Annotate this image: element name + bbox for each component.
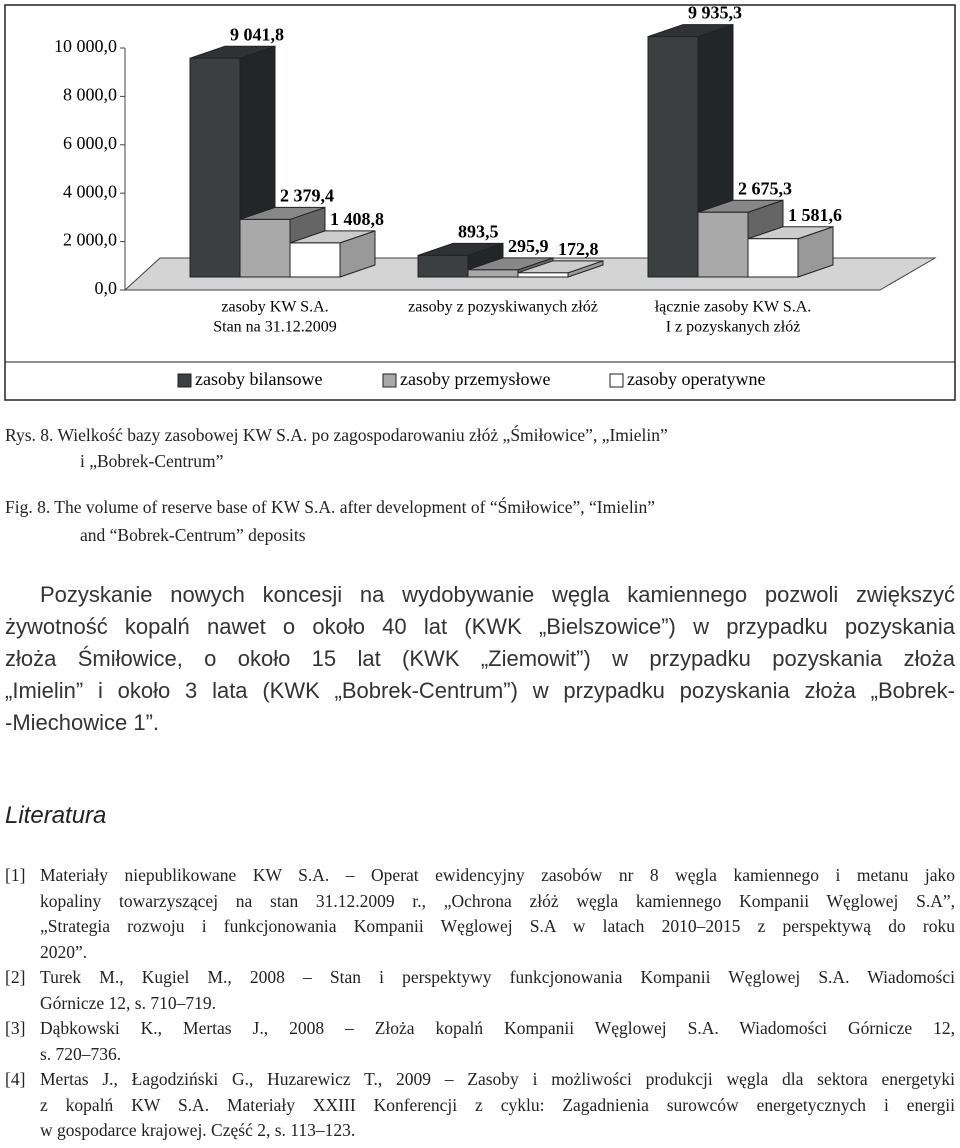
bar [289,230,376,278]
reference-line: Górnicze 12, s. 710–719. [40,992,216,1013]
legend-swatch [177,373,192,388]
legend-swatch [382,373,397,388]
x-tick-label: łącznie zasoby KW S.A. [655,299,812,316]
paragraph-line: „Imielin” i około 3 lata (KWK „Bobrek-Ce… [5,678,955,703]
caption-en: and “Bobrek-Centrum” deposits [80,525,306,545]
reference-line: Turek M., Kugiel M., 2008 – Stan i persp… [40,967,955,987]
reference-line: Dąbkowski K., Mertas J., 2008 – Złoża ko… [40,1018,955,1038]
bar-front [747,238,799,278]
reference-number: [3] [5,1018,26,1038]
value-label: 9 041,8 [230,24,284,44]
caption-en: Fig. 8. The volume of reserve base of KW… [5,497,656,517]
caption-pl: i „Bobrek-Centrum” [80,451,224,471]
paragraph-line: żywotność kopalń nawet o około 40 lat (K… [5,614,955,639]
bar [747,226,834,278]
x-tick-label: Stan na 31.12.2009 [213,319,337,336]
chart-frame [4,4,956,401]
bar-front [697,211,749,278]
reference-line: kopaliny towarzyszącej na stan 31.12.200… [40,890,955,911]
y-tick-label: 0,0 [95,278,118,298]
reference-line: 2020”. [40,941,88,962]
reference-number: [1] [5,865,26,885]
bar-front [467,269,519,278]
bar-front [517,272,569,278]
value-label: 9 935,3 [688,3,742,23]
section-title: Literatura [5,802,107,829]
bar-front [417,254,469,278]
chart: 0,0 2 000,0 4 000,0 6 000,0 8 000,0 10 000,0 9… [4,3,956,401]
value-label: 172,8 [558,239,599,259]
x-tick-label: I z pozyskanych złóż [666,319,801,336]
bar-front [239,218,291,278]
value-label: 893,5 [458,222,499,242]
reference-line: Materiały niepublikowane KW S.A. – Opera… [40,865,955,885]
y-tick-label: 8 000,0 [63,85,117,105]
bar [517,260,604,278]
y-tick-label: 4 000,0 [63,181,117,201]
y-tick-label: 10 000,0 [54,36,117,56]
x-tick-label: zasoby z pozyskiwanych złóż [408,299,598,316]
y-tick-label: 6 000,0 [63,133,117,153]
y-tick-label: 2 000,0 [63,230,117,250]
value-label: 2 379,4 [280,186,334,206]
reference-line: Mertas J., Łagodziński G., Huzarewicz T.… [40,1069,955,1089]
value-label: 1 408,8 [330,209,384,229]
legend-swatch [609,373,624,388]
value-label: 2 675,3 [738,178,792,198]
paragraph-line: -Miechowice 1”. [5,710,160,735]
value-label: 295,9 [508,236,549,256]
x-tick-label: zasoby KW S.A. [221,299,328,316]
paragraph-line: złoża Śmiłowice, o około 15 lat (KWK „Zi… [5,646,955,671]
paragraph-line: Pozyskanie nowych koncesji na wydobywani… [40,582,955,607]
reference-number: [4] [5,1069,26,1089]
bar-front [647,36,699,278]
legend-label: zasoby bilansowe [195,369,322,389]
legend-label: zasoby przemysłowe [400,369,550,389]
legend-label: zasoby operatywne [627,369,765,389]
bar-front [289,242,341,278]
reference-line: z kopalń KW S.A. Materiały XXIII Konfere… [40,1094,955,1115]
reference-line: s. 720–736. [40,1043,122,1064]
reference-line: „Strategia rozwoju i funkcjonowania Komp… [40,916,955,936]
reference-number: [2] [5,967,26,987]
caption-pl: Rys. 8. Wielkość bazy zasobowej KW S.A. … [5,425,668,445]
bar-front [189,57,241,278]
reference-line: w gospodarce krajowej. Część 2, s. 113–1… [40,1120,356,1140]
value-label: 1 581,6 [788,205,842,225]
